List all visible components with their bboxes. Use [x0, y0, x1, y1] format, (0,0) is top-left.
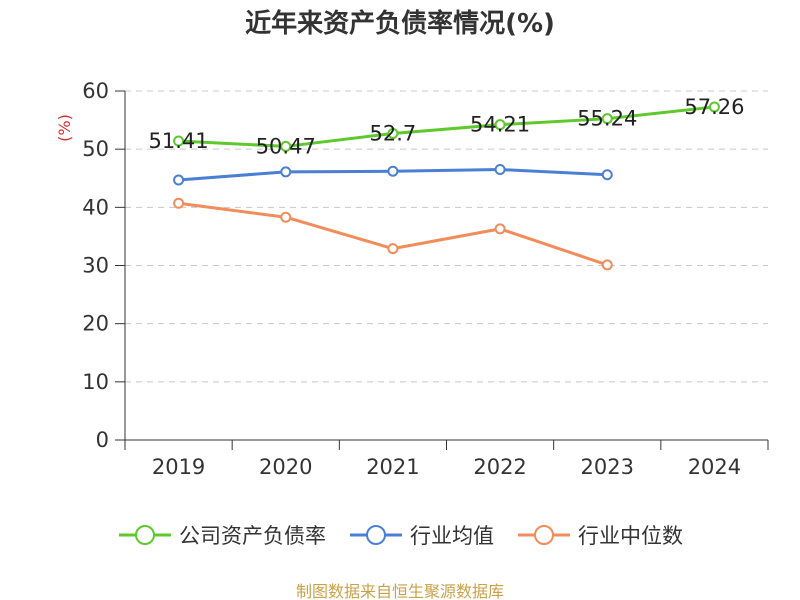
series-line [178, 201, 608, 267]
legend-item: 行业均值 [348, 520, 494, 550]
data-point [387, 243, 399, 255]
data-label: 55.24 [577, 107, 637, 131]
legend-label: 行业中位数 [578, 524, 683, 548]
y-tick-label: 60 [82, 79, 109, 103]
data-point [494, 223, 506, 235]
x-tick-label: 2019 [152, 455, 205, 479]
series-lines [173, 101, 720, 271]
y-tick-label: 10 [82, 370, 109, 394]
data-labels: 51.41 50.47 52.7 54.21 55.24 57.26 [149, 95, 745, 158]
data-point [173, 135, 185, 147]
legend-swatch-icon [518, 525, 570, 545]
y-tick-label: 30 [82, 254, 109, 278]
axes: 0 10 20 30 40 50 60 2019 2020 2021 2022 2023 2024 (%) [55, 79, 769, 479]
legend-swatch-icon [119, 525, 171, 545]
data-point [387, 127, 399, 139]
y-axis-label: (%) [55, 114, 74, 142]
data-point [601, 113, 613, 125]
data-point [708, 101, 720, 113]
data-label: 52.7 [370, 121, 417, 145]
data-point [173, 174, 185, 186]
data-point [494, 119, 506, 131]
source-note: 制图数据来自恒生聚源数据库 [295, 582, 504, 600]
y-tick-label: 40 [82, 195, 109, 219]
x-tick-label: 2023 [581, 455, 634, 479]
x-tick-label: 2022 [473, 455, 526, 479]
legend-label: 公司资产负债率 [179, 524, 326, 548]
data-point [173, 197, 185, 209]
y-tick-label: 0 [96, 428, 109, 452]
legend-item: 行业中位数 [516, 520, 683, 550]
data-point [280, 166, 292, 178]
legend-swatch-icon [350, 525, 402, 545]
data-label: 57.26 [684, 95, 744, 119]
data-label: 50.47 [256, 134, 316, 158]
data-label: 51.41 [149, 129, 209, 153]
data-point [280, 211, 292, 223]
x-tick-label: 2024 [688, 455, 741, 479]
legend-label: 行业均值 [410, 524, 494, 548]
grid-lines [125, 90, 768, 383]
series-line [178, 105, 715, 148]
y-tick-label: 20 [82, 312, 109, 336]
x-tick-label: 2021 [366, 455, 419, 479]
data-point [601, 259, 613, 271]
legend-item: 公司资产负债率 [117, 520, 326, 550]
chart-title: 近年来资产负债率情况(%) [245, 9, 555, 39]
y-tick-label: 50 [82, 137, 109, 161]
x-tick-label: 2020 [259, 455, 312, 479]
legend: 公司资产负债率 行业均值 行业中位数 [0, 520, 800, 550]
data-point [601, 169, 613, 181]
data-label: 54.21 [470, 113, 530, 137]
data-point [280, 140, 292, 152]
data-point [387, 165, 399, 177]
data-point [494, 164, 506, 176]
